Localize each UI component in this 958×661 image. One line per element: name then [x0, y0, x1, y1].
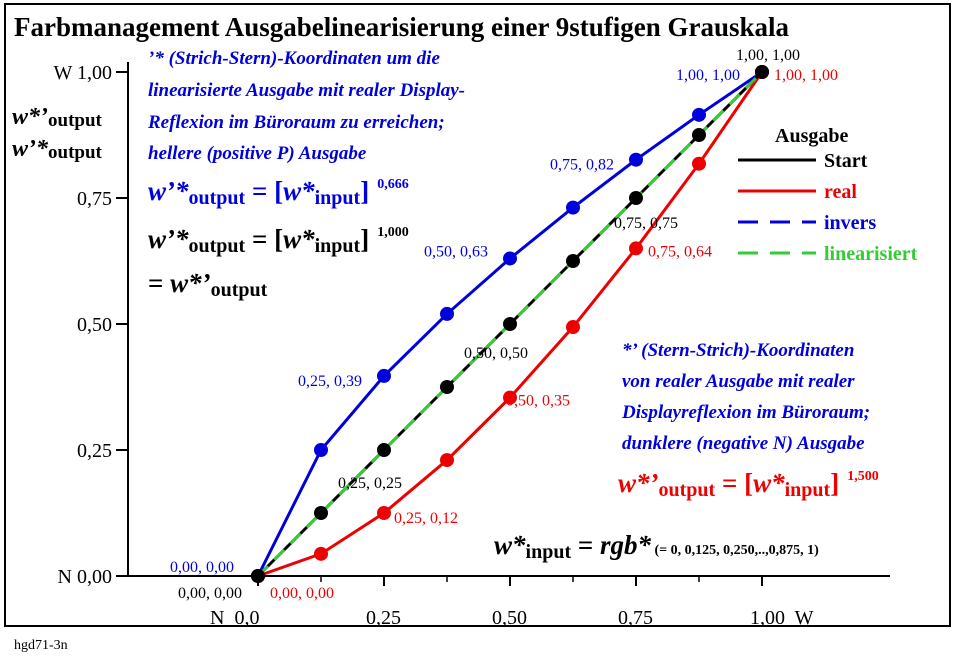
x-tick-label: 0,75 [618, 607, 653, 629]
y-tick-label: 0,25 [77, 440, 112, 462]
black-formula-2: = w*’output [148, 268, 268, 301]
data-point-start [692, 128, 706, 142]
blue-formula: w’*output = [w*input] 0,666 [148, 176, 409, 209]
data-label: 0,00, 0,00 [270, 585, 334, 602]
data-point-real [314, 546, 328, 561]
input-formula: w*input = rgb* (= 0, 0,125, 0,250,..,0,8… [494, 530, 819, 563]
data-point-invers [314, 443, 328, 457]
red-formula: w*’output = [w*input] 1,500 [618, 468, 879, 501]
data-point-start [377, 443, 391, 457]
data-label: 0,50, 0,63 [424, 243, 488, 260]
point-labels: 1,00, 1,00 1,00, 1,00 1,00, 1,00 0,75, 0,82… [170, 47, 838, 602]
svg-text:linearisierte Ausgabe mit real: linearisierte Ausgabe mit realer Display… [148, 80, 465, 101]
data-point-invers [377, 368, 391, 383]
data-point-real [503, 390, 517, 405]
data-label: 0,25, 0,12 [394, 510, 458, 527]
data-label: 0,25, 0,25 [338, 475, 402, 492]
x-tick-label: N 0,0 [210, 607, 259, 629]
data-point-real [692, 156, 706, 171]
data-label: 1,00, 1,00 [774, 67, 838, 84]
data-point-invers [566, 200, 580, 215]
series-layer [251, 65, 769, 583]
data-point-real [566, 320, 580, 335]
data-label: 0,25, 0,39 [298, 373, 362, 390]
data-label: 1,00, 1,00 [676, 67, 740, 84]
y-axis-label-2: w’*output [12, 136, 103, 163]
data-label: 0,75, 0,75 [614, 215, 678, 232]
svg-text:Reflexion im Büroraum zu errei: Reflexion im Büroraum zu erreichen; [147, 112, 445, 133]
svg-text:von realer Ausgabe mit realer: von realer Ausgabe mit realer [622, 371, 855, 392]
x-tick-label: 0,25 [366, 607, 401, 629]
svg-text:Displayreflexion im Büroraum;: Displayreflexion im Büroraum; [621, 402, 870, 423]
svg-text:hellere (positive P) Ausgabe: hellere (positive P) Ausgabe [148, 143, 367, 164]
data-point-start [314, 506, 328, 520]
y-tick-label: W 1,00 [53, 62, 112, 84]
data-point-invers [503, 251, 517, 266]
data-point-start [440, 380, 454, 394]
data-point-real [629, 241, 643, 256]
y-tick-label: N 0,00 [58, 566, 112, 588]
legend-label-real: real [824, 181, 857, 203]
svg-text:’* (Strich-Stern)-Koordinaten: ’* (Strich-Stern)-Koordinaten um die [148, 48, 440, 69]
black-formula: w’*output = [w*input] 1,000 [148, 224, 409, 257]
data-point-real [440, 453, 454, 468]
data-point-start [755, 65, 769, 79]
data-point-start [629, 191, 643, 205]
legend-label-invers: invers [824, 212, 876, 234]
data-point-start [566, 254, 580, 268]
svg-text:dunklere (negative N) Ausgabe: dunklere (negative N) Ausgabe [622, 433, 865, 454]
chart-title: Farbmanagement Ausgabelinearisierung ein… [14, 12, 790, 42]
footer-id: hgd71-3n [14, 638, 68, 653]
y-axis-label-1: w*’output [12, 104, 103, 131]
data-label: 0,75, 0,64 [648, 243, 712, 260]
data-label: 0,50, 0,50 [464, 345, 528, 362]
data-label: 0,75, 0,82 [550, 157, 614, 174]
data-label: 0,50, 0,35 [506, 393, 570, 410]
data-point-invers [692, 107, 706, 122]
data-point-start [251, 569, 265, 583]
data-point-real [377, 506, 391, 520]
red-description: *’ (Stern-Strich)-Koordinaten von realer… [621, 340, 870, 454]
legend: Ausgabe Start real invers linearisiert [738, 125, 918, 265]
data-label: 1,00, 1,00 [736, 47, 800, 64]
y-tick-label: 0,75 [77, 188, 112, 210]
legend-title: Ausgabe [775, 125, 848, 147]
svg-text:*’ (Stern-Strich)-Koordinaten: *’ (Stern-Strich)-Koordinaten [622, 340, 854, 361]
data-point-invers [629, 152, 643, 167]
data-point-start [503, 317, 517, 331]
legend-label-start: Start [824, 150, 868, 172]
y-tick-label: 0,50 [77, 314, 112, 336]
x-tick-label: 1,00 W [750, 607, 814, 629]
x-tick-label: 0,50 [492, 607, 527, 629]
blue-description: ’* (Strich-Stern)-Koordinaten um die lin… [147, 48, 465, 164]
legend-label-linearisiert: linearisiert [824, 243, 918, 265]
chart-frame [4, 3, 951, 627]
axes: N 0,00 N 0,0 0,25 0,25 0,50 0,50 0,75 0,75 W 1,0… [53, 62, 890, 629]
data-label: 0,00, 0,00 [178, 585, 242, 602]
data-label: 0,00, 0,00 [170, 559, 234, 576]
data-point-invers [440, 306, 454, 321]
